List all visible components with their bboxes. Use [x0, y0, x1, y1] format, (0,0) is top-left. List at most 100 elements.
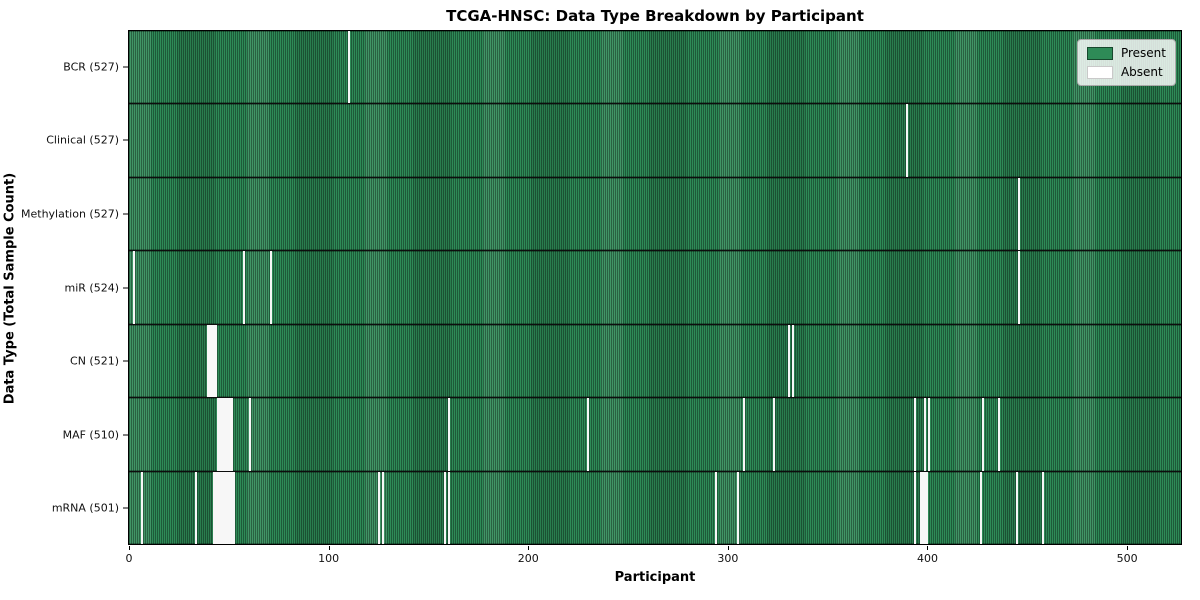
row-bcr [129, 31, 1181, 104]
absent-stripe [228, 398, 231, 471]
absent-stripe [220, 398, 223, 471]
absent-stripe [1015, 471, 1018, 544]
absent-stripe [906, 104, 909, 177]
absent-stripe [222, 471, 225, 544]
absent-stripe [348, 31, 351, 104]
y-tick-labels: BCR (527) Clinical (527) Methylation (527)… [0, 30, 119, 545]
x-tick-mark [328, 546, 330, 550]
absent-stripe [923, 471, 926, 544]
absent-stripe [447, 398, 450, 471]
absent-stripe [788, 324, 791, 398]
absent-swatch [1086, 65, 1113, 79]
x-tick-mark [128, 546, 130, 550]
legend-entry-absent: Absent [1086, 65, 1166, 79]
y-tick-mark [123, 360, 128, 362]
absent-stripe [736, 471, 739, 544]
absent-stripe [224, 398, 227, 471]
legend-entry-present: Present [1086, 46, 1166, 60]
absent-stripe [214, 324, 217, 398]
absent-stripe [742, 398, 745, 471]
y-tick-mark [123, 434, 128, 436]
absent-stripe [378, 471, 381, 544]
y-tick-label: miR (524) [64, 281, 120, 294]
absent-stripe [270, 251, 273, 324]
absent-stripe [228, 471, 231, 544]
absent-stripe [997, 398, 1000, 471]
absent-stripe [232, 471, 235, 544]
absent-stripe [218, 471, 221, 544]
absent-stripe [914, 471, 916, 544]
absent-stripe [382, 471, 385, 544]
absent-stripe [226, 471, 229, 544]
x-axis-ticks: 0 100 200 300 400 500 [125, 545, 1182, 575]
absent-stripe [214, 471, 217, 544]
row-mrna [129, 470, 1181, 544]
x-tick-mark [528, 546, 530, 550]
absent-stripe [230, 398, 233, 471]
absent-stripe [210, 324, 213, 398]
absent-stripe [224, 471, 227, 544]
absent-stripe [248, 398, 251, 471]
absent-stripe [1017, 177, 1020, 251]
plot-area: Present Absent [128, 30, 1182, 545]
absent-stripe [981, 398, 984, 471]
absent-stripe [792, 324, 795, 398]
x-axis-label: Participant [614, 570, 696, 585]
absent-stripe [206, 324, 209, 398]
absent-stripe [222, 398, 225, 471]
y-tick-label: mRNA (501) [51, 501, 119, 515]
absent-stripe [220, 471, 223, 544]
y-tick-label: BCR (527) [63, 60, 119, 74]
absent-stripe [216, 398, 219, 471]
absent-stripe [230, 471, 233, 544]
y-tick-label: MAF (510) [62, 428, 119, 442]
x-tick-label: 0 [125, 552, 133, 565]
absent-stripe [919, 471, 922, 544]
absent-stripe [242, 251, 245, 324]
legend-present-label: Present [1120, 46, 1166, 60]
absent-stripe [447, 471, 450, 544]
y-tick-marks [123, 30, 128, 545]
y-tick-label: Methylation (527) [21, 207, 119, 221]
absent-stripe [1017, 251, 1020, 324]
row-cn [129, 323, 1181, 398]
x-tick-label: 200 [517, 552, 539, 565]
x-tick-mark [1127, 546, 1129, 550]
x-tick-label: 300 [717, 552, 739, 565]
y-tick-mark [123, 66, 128, 68]
absent-stripe [194, 471, 197, 544]
y-tick-mark [123, 213, 128, 215]
absent-stripe [212, 471, 215, 544]
y-tick-label: CN (521) [70, 354, 119, 368]
absent-stripe [132, 251, 135, 324]
absent-stripe [772, 398, 775, 471]
x-tick-label: 500 [1116, 552, 1138, 565]
row-maf [129, 397, 1181, 471]
absent-stripe [923, 398, 926, 471]
absent-stripe [216, 471, 219, 544]
absent-stripe [925, 471, 928, 544]
chart-title: TCGA-HNSC: Data Type Breakdown by Partic… [446, 7, 864, 25]
x-tick-label: 100 [318, 552, 340, 565]
absent-stripe [1041, 471, 1044, 544]
absent-stripe [914, 398, 916, 471]
absent-stripe [218, 398, 221, 471]
row-clinical [129, 103, 1181, 177]
x-tick-mark [927, 546, 929, 550]
row-mir [129, 250, 1181, 324]
absent-stripe [927, 398, 930, 471]
y-tick-label: Clinical (527) [46, 133, 119, 147]
x-tick-label: 400 [916, 552, 938, 565]
absent-stripe [587, 398, 590, 471]
legend-absent-label: Absent [1120, 65, 1163, 79]
y-tick-mark [123, 507, 128, 509]
absent-stripe [140, 471, 143, 544]
absent-stripe [208, 324, 211, 398]
y-tick-mark [123, 287, 128, 288]
absent-stripe [226, 398, 229, 471]
y-tick-mark [123, 139, 128, 141]
present-swatch [1086, 46, 1113, 60]
x-tick-mark [727, 546, 729, 550]
absent-stripe [714, 471, 717, 544]
